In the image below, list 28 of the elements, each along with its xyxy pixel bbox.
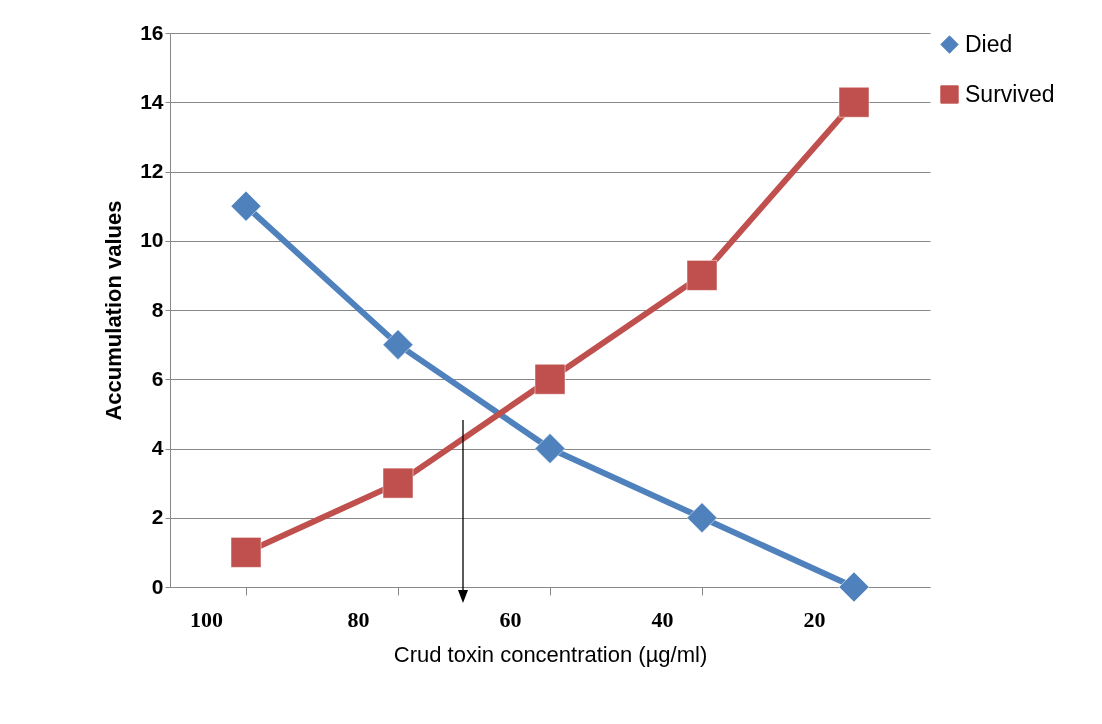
legend-label: Died <box>965 30 1013 57</box>
y-tick-label: 12 <box>140 159 164 182</box>
y-tick-label: 16 <box>140 20 164 44</box>
x-tick-label: 100 <box>190 606 223 632</box>
y-tick-label: 8 <box>151 297 164 321</box>
point <box>686 260 718 291</box>
y-tick-label: 14 <box>140 89 164 113</box>
y-tick-label: 0 <box>151 574 164 598</box>
y-tick-label: 2 <box>151 505 164 529</box>
x-tick-label: 20 <box>803 606 826 632</box>
point <box>838 87 870 118</box>
y-axis-title: Accumulation values <box>101 200 127 421</box>
point <box>838 571 870 603</box>
point <box>382 329 414 360</box>
y-tick-label: 10 <box>140 228 164 252</box>
point <box>230 537 262 568</box>
point <box>534 433 566 464</box>
point <box>686 502 718 533</box>
x-tick-label: 80 <box>347 606 370 632</box>
y-tick-label: 4 <box>151 436 164 459</box>
point <box>534 364 566 395</box>
point <box>230 190 262 222</box>
x-tick-label: 60 <box>499 606 522 632</box>
y-tick-label: 6 <box>151 366 164 390</box>
x-tick-label: 40 <box>651 606 674 632</box>
x-axis-title: Crud toxin concentration (µg/ml) <box>393 641 708 667</box>
point <box>382 467 414 499</box>
legend-label: Survived <box>965 80 1055 107</box>
